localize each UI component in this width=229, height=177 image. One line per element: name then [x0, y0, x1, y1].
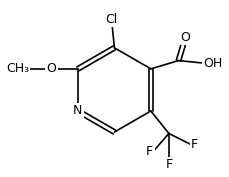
Text: CH₃: CH₃: [6, 62, 29, 75]
Text: N: N: [73, 104, 82, 118]
Text: F: F: [165, 158, 172, 171]
Text: Cl: Cl: [105, 13, 117, 26]
Text: F: F: [190, 138, 197, 151]
Text: F: F: [146, 145, 153, 158]
Text: OH: OH: [202, 56, 221, 70]
Text: O: O: [180, 31, 190, 44]
Text: O: O: [46, 62, 56, 75]
